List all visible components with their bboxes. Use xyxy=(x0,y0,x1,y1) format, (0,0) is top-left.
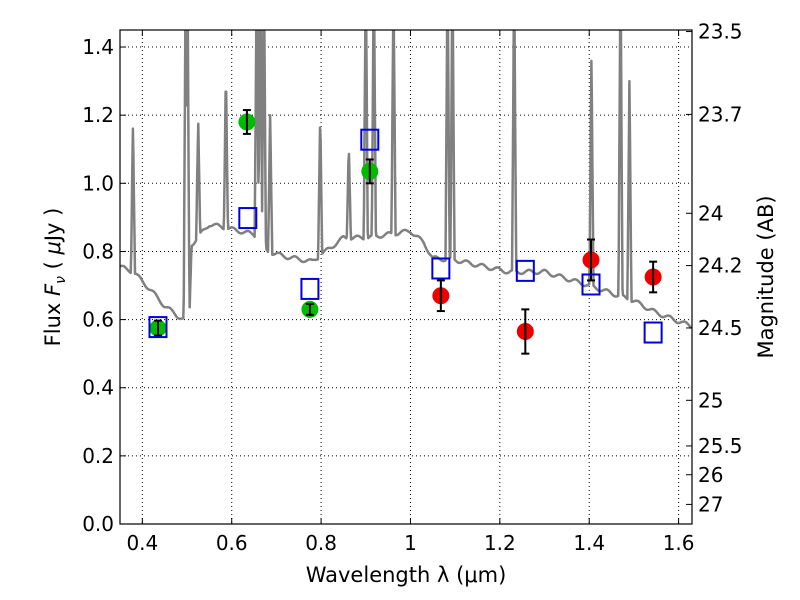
model-flux-square xyxy=(431,257,451,280)
magnitude-tick-label: 23.7 xyxy=(698,102,743,126)
y-tick-label: 1.0 xyxy=(82,171,114,195)
x-axis-label: Wavelength λ (μm) xyxy=(306,563,507,587)
model-flux-square xyxy=(581,273,601,296)
y-tick-label: 0.8 xyxy=(82,239,114,263)
spectrum-line xyxy=(120,30,692,329)
x-tick-label: 1 xyxy=(404,531,417,555)
y-tick-label: 1.4 xyxy=(82,35,114,59)
y-tick-label: 0.6 xyxy=(82,308,114,332)
y-tick-label: 0.0 xyxy=(82,512,114,536)
model-spectrum xyxy=(120,30,692,329)
plot-frame xyxy=(119,29,693,525)
magnitude-tick-label: 23.5 xyxy=(698,20,743,44)
magnitude-tick-label: 24.2 xyxy=(698,254,743,278)
y-tick-label: 1.2 xyxy=(82,103,114,127)
model-flux-square xyxy=(643,321,663,344)
x-tick-label: 0.6 xyxy=(216,531,248,555)
x-tick-label: 0.8 xyxy=(305,531,337,555)
y-axis-label: Flux Fν ( μJy ) xyxy=(41,208,69,347)
magnitude-tick-label: 24.5 xyxy=(698,316,743,340)
magnitude-tick-label: 25 xyxy=(698,388,723,412)
magnitude-tick-label: 24 xyxy=(698,201,723,225)
x-tick-label: 1.4 xyxy=(573,531,605,555)
x-tick-label: 1.2 xyxy=(484,531,516,555)
axis-ticks: 0.4 0.6 0.8 1 1.2 1.4 1.6 0.0 0.2 0.4 0.6 0.8 1.0 1.2… xyxy=(82,20,742,555)
y-tick-label: 0.2 xyxy=(82,444,114,468)
y-tick-label: 0.4 xyxy=(82,376,114,400)
magnitude-tick-label: 26 xyxy=(698,463,723,487)
magnitude-tick-label: 25.5 xyxy=(698,434,743,458)
model-flux-square xyxy=(360,128,380,151)
model-flux-square xyxy=(515,259,535,282)
data-points xyxy=(148,109,663,355)
x-tick-label: 1.6 xyxy=(663,531,695,555)
model-flux-square xyxy=(238,207,258,230)
model-flux-square xyxy=(148,316,168,339)
model-flux-square xyxy=(300,277,320,300)
magnitude-tick-label: 27 xyxy=(698,492,723,516)
x-tick-label: 0.4 xyxy=(126,531,158,555)
right-axis-label: Magnitude (AB) xyxy=(754,195,778,358)
